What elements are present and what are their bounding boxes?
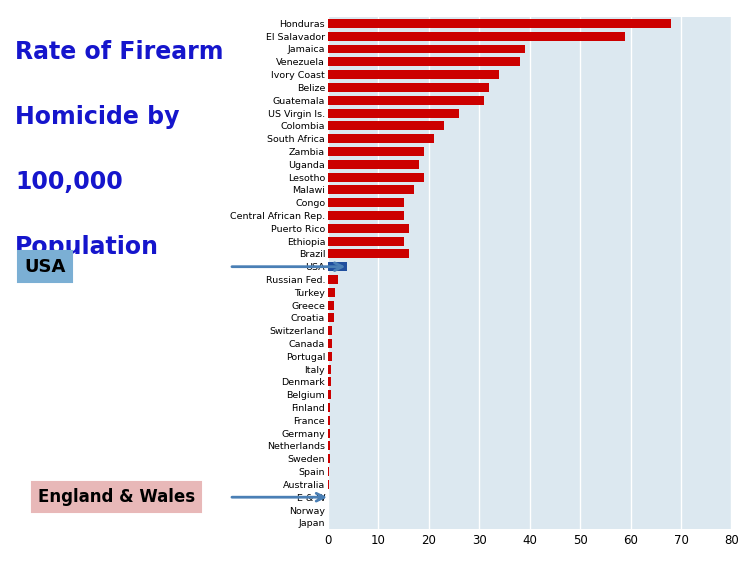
Bar (328, 224, 409, 233)
Bar (328, 326, 332, 335)
Text: 100,000: 100,000 (15, 170, 123, 194)
Bar (328, 391, 331, 399)
Bar (328, 275, 338, 284)
Bar (328, 19, 671, 28)
Bar (328, 134, 434, 143)
Bar (328, 32, 626, 41)
Bar (328, 121, 444, 130)
Bar (328, 365, 331, 374)
Bar (328, 403, 330, 412)
Bar (328, 237, 403, 246)
Bar (328, 441, 329, 451)
Bar (328, 288, 335, 297)
Bar (328, 160, 418, 169)
Text: Rate of Firearm: Rate of Firearm (15, 40, 224, 63)
Bar (328, 301, 334, 310)
Bar (328, 314, 333, 323)
Bar (328, 378, 330, 387)
Bar (328, 45, 525, 53)
Text: Homicide by: Homicide by (15, 105, 179, 128)
Bar (328, 428, 329, 438)
Bar (328, 70, 499, 79)
Bar (328, 109, 459, 118)
Text: England & Wales: England & Wales (38, 488, 195, 506)
Bar (328, 480, 329, 489)
Bar (328, 454, 329, 463)
Bar (328, 416, 330, 425)
Bar (328, 198, 403, 207)
Text: USA: USA (25, 258, 66, 276)
Bar (328, 186, 414, 194)
Bar (328, 57, 520, 66)
Text: Population: Population (15, 235, 159, 259)
Bar (328, 147, 424, 156)
Bar (328, 467, 329, 476)
Bar (328, 96, 484, 105)
Bar (328, 262, 347, 271)
Bar (328, 83, 489, 92)
Bar (328, 352, 332, 361)
Bar (328, 211, 403, 220)
Bar (328, 173, 424, 182)
Bar (328, 250, 409, 258)
Bar (328, 339, 332, 348)
